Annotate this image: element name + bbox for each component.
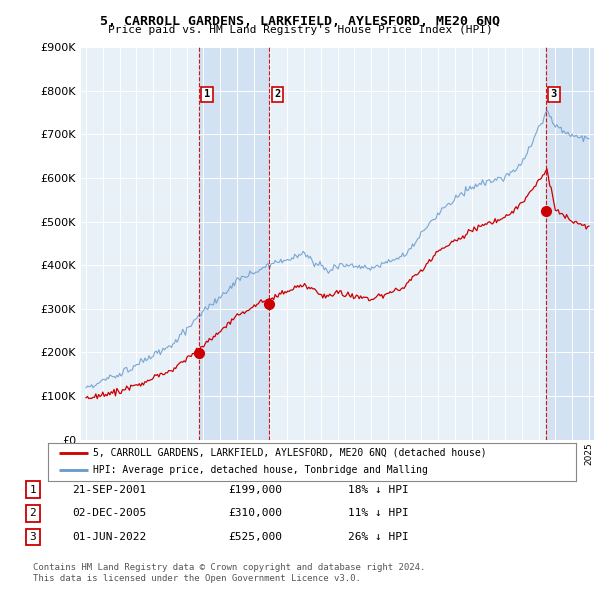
Text: 1: 1	[204, 89, 210, 99]
Text: Price paid vs. HM Land Registry's House Price Index (HPI): Price paid vs. HM Land Registry's House …	[107, 25, 493, 35]
Text: Contains HM Land Registry data © Crown copyright and database right 2024.
This d: Contains HM Land Registry data © Crown c…	[33, 563, 425, 583]
Text: £310,000: £310,000	[228, 509, 282, 518]
Bar	[546, 47, 594, 440]
Text: 3: 3	[29, 532, 37, 542]
Text: 02-DEC-2005: 02-DEC-2005	[72, 509, 146, 518]
Text: £199,000: £199,000	[228, 485, 282, 494]
Text: 26% ↓ HPI: 26% ↓ HPI	[348, 532, 409, 542]
Text: 2: 2	[29, 509, 37, 518]
Text: 21-SEP-2001: 21-SEP-2001	[72, 485, 146, 494]
Text: 01-JUN-2022: 01-JUN-2022	[72, 532, 146, 542]
Bar	[199, 47, 269, 440]
Text: 18% ↓ HPI: 18% ↓ HPI	[348, 485, 409, 494]
Text: 11% ↓ HPI: 11% ↓ HPI	[348, 509, 409, 518]
Text: 2: 2	[274, 89, 280, 99]
Text: 3: 3	[551, 89, 557, 99]
Text: HPI: Average price, detached house, Tonbridge and Malling: HPI: Average price, detached house, Tonb…	[93, 466, 428, 476]
Text: £525,000: £525,000	[228, 532, 282, 542]
Text: 5, CARROLL GARDENS, LARKFIELD, AYLESFORD, ME20 6NQ: 5, CARROLL GARDENS, LARKFIELD, AYLESFORD…	[100, 15, 500, 28]
Text: 1: 1	[29, 485, 37, 494]
Text: 5, CARROLL GARDENS, LARKFIELD, AYLESFORD, ME20 6NQ (detached house): 5, CARROLL GARDENS, LARKFIELD, AYLESFORD…	[93, 448, 487, 458]
